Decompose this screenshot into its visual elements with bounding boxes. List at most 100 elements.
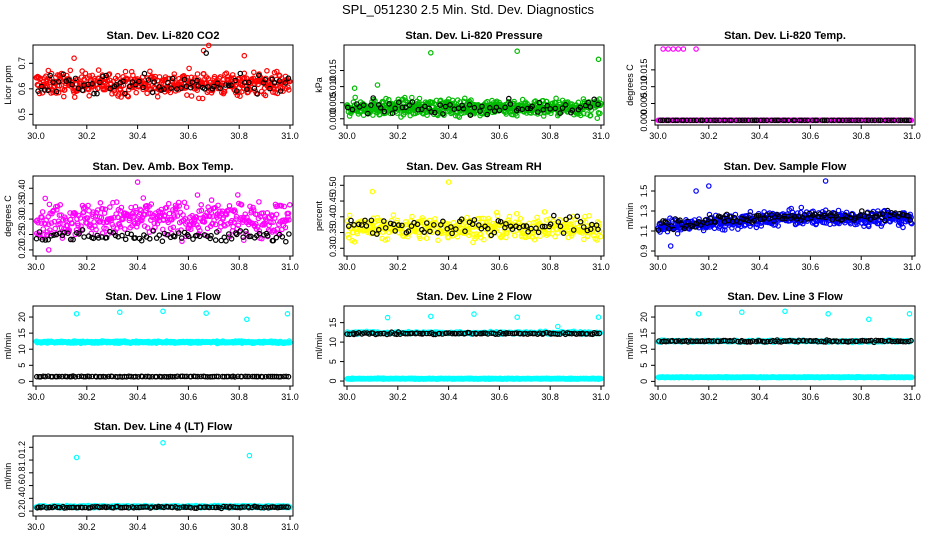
data-point: [158, 87, 165, 93]
data-point: [822, 207, 829, 214]
data-point: [464, 214, 470, 221]
data-point: [858, 208, 865, 214]
y-tick-label: 1.5: [639, 185, 649, 198]
data-point: [485, 331, 491, 337]
data-point: [430, 222, 437, 228]
data-point: [378, 217, 384, 224]
data-point: [281, 203, 288, 210]
x-tick-label: 30.8: [230, 131, 248, 141]
data-point: [443, 330, 450, 336]
data-point: [401, 94, 408, 101]
data-point: [102, 206, 109, 213]
data-point: [81, 76, 88, 83]
data-point: [60, 93, 67, 100]
data-point: [264, 233, 271, 239]
data-point: [201, 232, 208, 238]
data-point: [38, 83, 45, 90]
panel-title: Stan. Dev. Gas Stream RH: [406, 161, 542, 173]
data-point: [286, 217, 292, 223]
y-tick-label: 0.40: [328, 208, 338, 226]
data-point: [346, 212, 353, 219]
data-point: [594, 237, 600, 243]
data-point: [244, 86, 250, 93]
data-point: [159, 238, 166, 245]
data-point: [285, 210, 292, 217]
data-point: [349, 106, 356, 113]
data-point: [190, 236, 196, 242]
y-tick-label: 10: [639, 344, 649, 354]
x-tick-label: 30.2: [700, 392, 718, 402]
data-point: [736, 117, 743, 124]
data-point: [445, 234, 452, 241]
data-point: [432, 216, 438, 222]
y-tick-label: 0.40: [17, 179, 27, 197]
points-layer: [655, 178, 915, 249]
data-point: [262, 92, 269, 99]
data-point: [486, 218, 493, 225]
data-point: [665, 46, 672, 52]
data-point: [251, 85, 258, 92]
data-point: [122, 226, 128, 232]
plot-frame: [343, 305, 605, 387]
points-layer: [344, 48, 604, 122]
data-point: [386, 101, 393, 107]
data-point: [539, 223, 546, 230]
data-point: [678, 221, 685, 228]
data-point: [85, 86, 92, 93]
data-point: [368, 102, 374, 108]
data-point: [595, 101, 601, 108]
data-point: [35, 88, 41, 94]
data-point: [447, 102, 453, 108]
data-point: [852, 215, 858, 222]
data-point: [519, 106, 526, 113]
data-point: [120, 216, 126, 223]
data-point: [462, 228, 468, 235]
data-point: [497, 218, 504, 225]
data-point: [61, 229, 68, 236]
data-point: [780, 117, 787, 124]
data-point: [742, 117, 748, 124]
data-point: [680, 117, 687, 124]
data-point: [207, 235, 214, 242]
y-tick-label: 0.9: [639, 245, 649, 258]
data-point: [67, 236, 74, 243]
data-point: [113, 199, 120, 205]
data-point: [81, 234, 87, 240]
data-point: [667, 243, 674, 249]
data-point: [491, 229, 498, 236]
data-point: [684, 218, 691, 225]
data-point: [133, 89, 140, 96]
data-point: [414, 221, 421, 228]
data-point: [160, 308, 166, 315]
data-point: [848, 211, 855, 218]
data-point: [427, 228, 433, 235]
data-point: [125, 76, 131, 82]
x-tick-label: 30.6: [180, 131, 198, 141]
data-point: [105, 72, 112, 78]
data-point: [241, 214, 247, 221]
data-point: [374, 215, 381, 221]
x-tick-label: 30.2: [700, 262, 718, 272]
data-point: [529, 103, 535, 110]
data-point: [520, 223, 527, 229]
data-point: [51, 232, 57, 238]
x-tick-label: 30.2: [389, 262, 407, 272]
data-point: [132, 373, 139, 380]
data-point: [414, 330, 420, 336]
data-point: [247, 203, 253, 210]
data-point: [344, 331, 351, 337]
data-point: [443, 221, 450, 227]
data-point: [580, 110, 587, 117]
y-tick-label: 0.7: [17, 57, 27, 70]
x-tick-label: 30.2: [389, 392, 407, 402]
panel-title: Stan. Dev. Sample Flow: [724, 161, 847, 173]
data-point: [408, 223, 415, 229]
x-tick-label: 30.2: [389, 131, 407, 141]
x-tick-label: 30.0: [649, 131, 667, 141]
data-point: [370, 112, 376, 118]
data-point: [70, 236, 76, 243]
data-point: [503, 330, 510, 336]
data-point: [865, 117, 872, 124]
x-tick-label: 30.2: [700, 131, 718, 141]
